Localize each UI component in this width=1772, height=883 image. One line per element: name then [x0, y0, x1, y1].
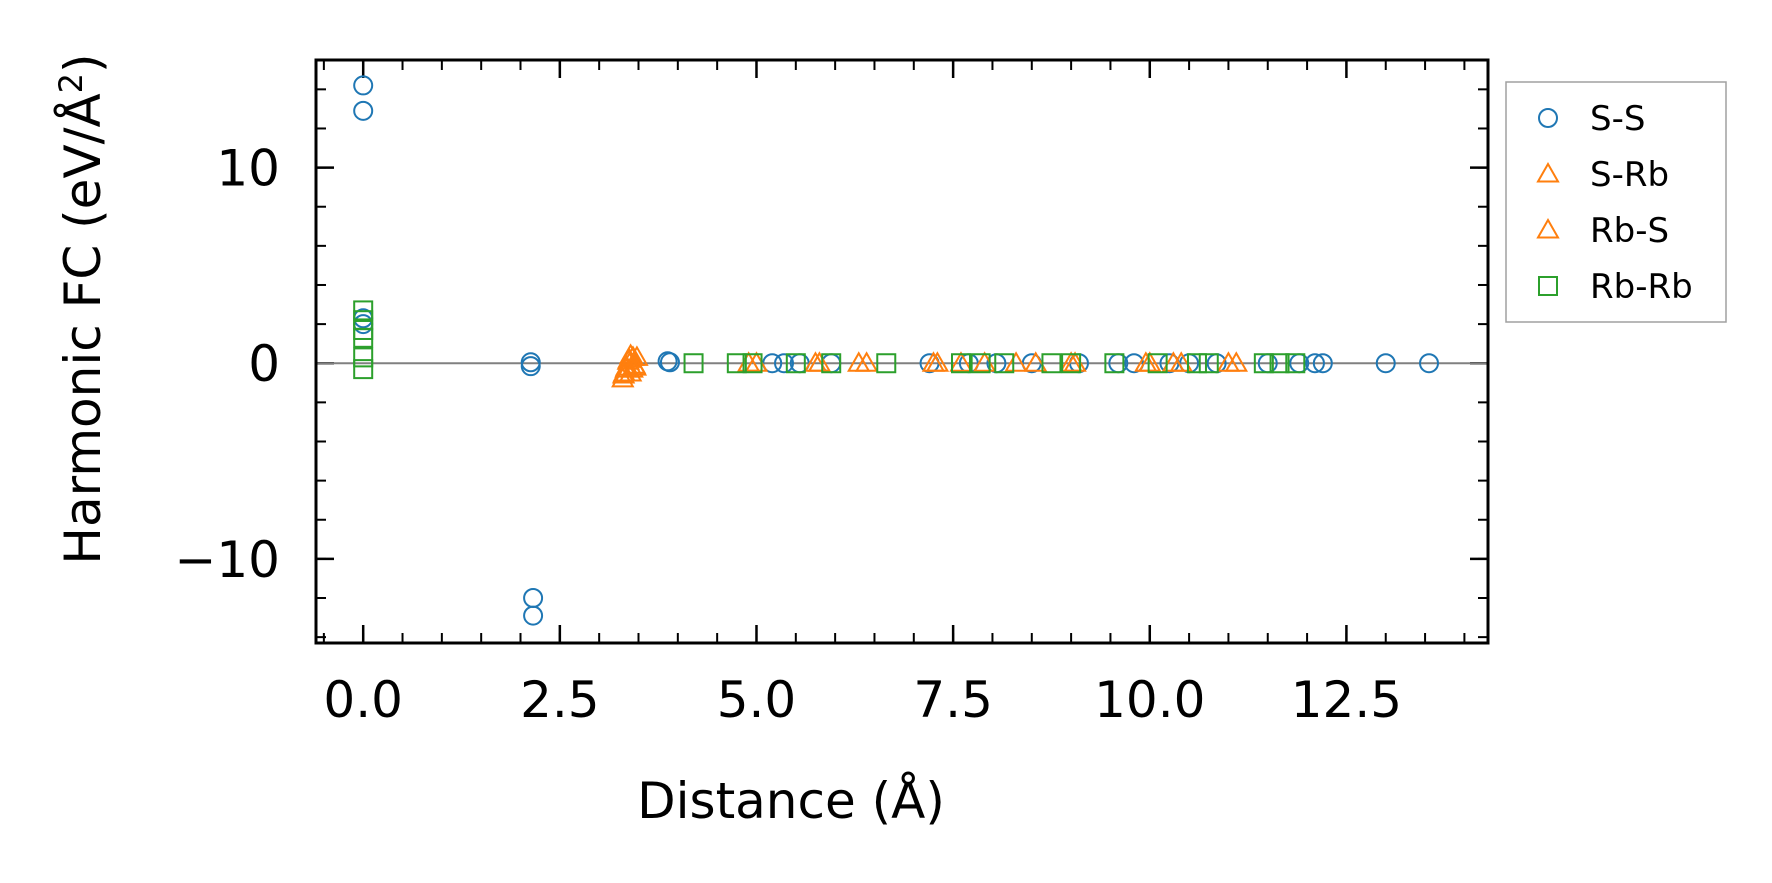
point-rb-rb — [950, 353, 971, 374]
point-rb-rb — [1104, 353, 1125, 374]
point-rb-rb — [353, 359, 374, 380]
point-rb-s — [1161, 351, 1186, 372]
point-rb-rb — [1285, 353, 1306, 374]
x-tick-label: 12.5 — [1291, 671, 1402, 729]
point-rb-rb — [970, 353, 991, 374]
point-s-s — [774, 353, 795, 374]
point-rb-rb — [353, 347, 374, 368]
legend-marker-rb-rb — [1538, 276, 1558, 296]
point-rb-rb — [742, 353, 763, 374]
point-rb-rb — [1147, 353, 1168, 374]
legend-label-s-rb: S-Rb — [1590, 155, 1669, 195]
point-rb-rb — [1198, 353, 1219, 374]
x-tick-label: 2.5 — [520, 671, 600, 729]
point-s-s — [659, 352, 680, 373]
point-rb-rb — [353, 327, 374, 348]
y-tick-label: 10 — [216, 140, 280, 198]
point-rb-s — [1138, 351, 1162, 372]
point-rb-rb — [785, 353, 806, 374]
legend-marker-s-s — [1538, 108, 1558, 128]
point-rb-rb — [1253, 353, 1274, 374]
y-axis-title-close: ) — [54, 53, 112, 73]
point-s-s — [353, 100, 374, 121]
point-rb-s — [621, 345, 645, 366]
point-rb-s — [949, 351, 973, 372]
point-rb-s — [1023, 351, 1048, 372]
point-s-rb — [611, 366, 635, 388]
legend-marker-rb-s — [1536, 217, 1560, 239]
point-rb-s — [854, 351, 879, 372]
y-axis-title-superscript: 2 — [52, 73, 90, 93]
point-rb-rb — [994, 353, 1015, 374]
legend: S-S S-Rb Rb-S Rb-Rb — [1505, 81, 1727, 323]
y-tick-label: 0 — [248, 335, 280, 393]
point-rb-s — [618, 361, 643, 382]
point-s-s — [1304, 353, 1325, 374]
point-s-s — [523, 605, 544, 626]
point-s-s — [520, 356, 541, 377]
data-points — [353, 75, 1440, 626]
point-s-s — [1312, 353, 1333, 374]
x-tick-label: 10.0 — [1094, 671, 1205, 729]
point-rb-rb — [1269, 353, 1290, 374]
point-rb-rb — [876, 353, 897, 374]
legend-box — [1505, 81, 1727, 323]
y-axis-title-main: Harmonic FC (eV/Å — [54, 93, 112, 564]
y-tick-label: −10 — [174, 531, 280, 589]
legend-label-rb-rb: Rb-Rb — [1590, 267, 1693, 307]
point-rb-s — [803, 351, 828, 372]
point-rb-s — [623, 355, 648, 376]
point-s-rb — [1004, 351, 1028, 372]
point-rb-rb — [726, 353, 747, 374]
point-s-s — [353, 75, 374, 96]
minor-ticks — [316, 60, 1488, 643]
x-axis-title: Distance (Å) — [637, 772, 945, 830]
legend-label-s-s: S-S — [1590, 99, 1645, 139]
x-tick-label: 0.0 — [323, 671, 403, 729]
x-tick-label: 7.5 — [913, 671, 993, 729]
point-rb-rb — [1186, 353, 1207, 374]
point-rb-s — [1216, 351, 1241, 372]
point-rb-rb — [1061, 353, 1082, 374]
y-axis-title: Harmonic FC (eV/Å2) — [52, 53, 112, 564]
point-s-s — [1419, 353, 1440, 374]
x-tick-label: 5.0 — [717, 671, 797, 729]
point-s-s — [523, 588, 544, 609]
plot-frame — [314, 58, 1490, 645]
point-rb-rb — [683, 353, 704, 374]
tick-labels: 0.0 2.5 5.0 7.5 10.0 12.5 −10 0 10 — [174, 140, 1402, 729]
point-rb-s — [921, 351, 946, 372]
major-ticks — [316, 60, 1488, 643]
point-s-s — [1375, 353, 1396, 374]
point-rb-rb — [1041, 353, 1062, 374]
point-rb-rb — [821, 353, 842, 374]
legend-marker-s-rb — [1536, 161, 1560, 183]
legend-label-rb-s: Rb-S — [1590, 211, 1669, 251]
